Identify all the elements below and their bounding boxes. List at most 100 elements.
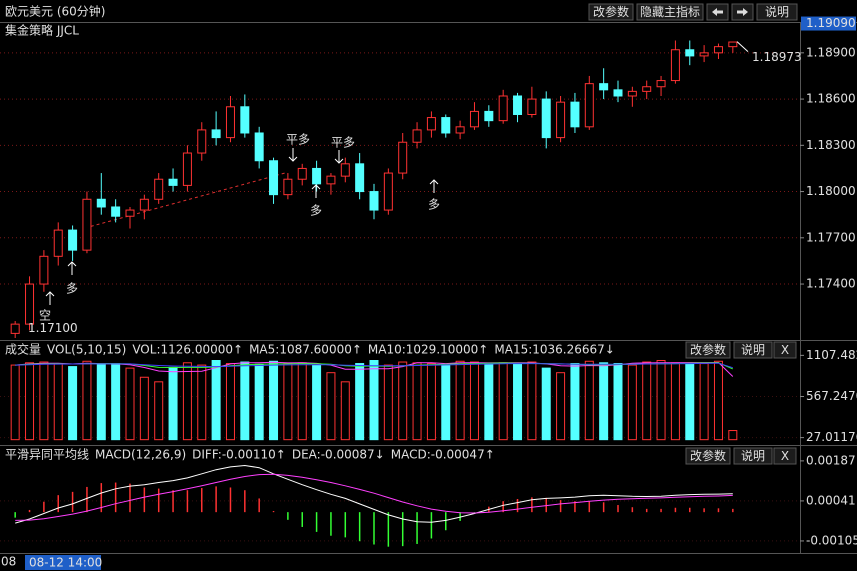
- y-tick-label: 1107.4823: [806, 348, 857, 362]
- y-tick-label: 1.17700: [806, 230, 856, 244]
- button[interactable]: [733, 447, 773, 465]
- signal-arrow: [334, 150, 344, 164]
- candle-body: [254, 132, 264, 162]
- legend-entry: MACD:-0.00047↑: [391, 448, 495, 462]
- volume-bar: [398, 361, 408, 441]
- candle-body: [455, 126, 465, 134]
- legend-entry: MA10:1029.10000↑: [368, 343, 488, 357]
- volume-bar: [484, 363, 494, 441]
- y-tick-label: 0.00187: [806, 453, 856, 467]
- arrow-right-button[interactable]: [731, 3, 754, 21]
- arrow-left-button[interactable]: [706, 3, 729, 21]
- legend-entry: MA5:1087.60000↑: [249, 343, 362, 357]
- volume-bar: [656, 360, 666, 441]
- volume-bar: [39, 361, 49, 441]
- volume-bar: [10, 364, 20, 441]
- button-label[interactable]: 隐藏主指标: [640, 4, 700, 19]
- button-label[interactable]: 说明: [741, 448, 765, 463]
- y-tick-label: 1.18300: [806, 138, 856, 152]
- button-label[interactable]: 改参数: [690, 342, 726, 357]
- volume-bar: [369, 360, 379, 441]
- candle-body: [240, 106, 250, 134]
- signal-label: 平多: [286, 133, 310, 147]
- candle-body: [25, 283, 35, 325]
- button[interactable]: [733, 341, 773, 359]
- candle-body: [369, 191, 379, 211]
- candle-body: [182, 152, 192, 186]
- volume-bar: [556, 372, 566, 441]
- annotation: 1.18973: [752, 50, 802, 64]
- candle-body: [312, 167, 322, 185]
- button-label[interactable]: 改参数: [690, 448, 726, 463]
- candle-body: [168, 178, 178, 186]
- button-label[interactable]: 说明: [741, 342, 765, 357]
- cursor-time-label: 08-12 14:00: [29, 556, 102, 570]
- button-label[interactable]: 改参数: [593, 4, 629, 19]
- candle-body: [713, 46, 723, 54]
- candle-body: [656, 80, 666, 88]
- y-tick-label: 1.17400: [806, 277, 856, 291]
- volume-bar: [383, 364, 393, 441]
- candle-body: [556, 101, 566, 139]
- volume-bar: [225, 363, 235, 441]
- candle-body: [699, 52, 709, 57]
- candle-body: [426, 117, 436, 131]
- panel-subtitle: VOL(5,10,15): [47, 343, 126, 357]
- y-tick-label: 567.24706: [806, 389, 857, 403]
- candle-body: [125, 209, 135, 217]
- volume-bar: [168, 366, 178, 441]
- legend-entry: MA15:1036.26667↓: [494, 343, 614, 357]
- candle-body: [642, 86, 652, 92]
- candle-body: [96, 198, 106, 208]
- candle-body: [412, 129, 422, 143]
- button-label[interactable]: X: [781, 449, 789, 463]
- button[interactable]: [588, 3, 634, 21]
- volume-bar: [599, 362, 609, 441]
- volume-bar: [82, 360, 92, 441]
- volume-bar: [139, 376, 149, 441]
- annotation: 1.17100: [28, 321, 78, 335]
- button[interactable]: [773, 341, 797, 359]
- candle-body: [613, 89, 623, 97]
- candle-body: [269, 160, 279, 196]
- button-label[interactable]: X: [781, 343, 789, 357]
- last-price-box: [801, 16, 856, 31]
- trend-line: [84, 172, 286, 229]
- button[interactable]: [685, 341, 731, 359]
- volume-bar: [613, 363, 623, 441]
- candle-body: [340, 163, 350, 177]
- volume-bar: [685, 363, 695, 441]
- annotation-line: [736, 41, 749, 52]
- volume-bar: [642, 361, 652, 441]
- candle-body: [513, 95, 523, 115]
- button[interactable]: [636, 3, 704, 21]
- volume-bar: [340, 381, 350, 441]
- y-tick-label: 1.18600: [806, 92, 856, 106]
- candle-body: [82, 198, 92, 251]
- volume-bar: [254, 363, 264, 441]
- candle-body: [541, 98, 551, 139]
- candle-body: [211, 129, 221, 139]
- candle-body: [68, 229, 78, 251]
- chart-title: 集金策略 JJCL: [5, 23, 79, 38]
- volume-bar: [355, 363, 365, 441]
- window-title: 欧元美元 (60分钟): [5, 4, 105, 19]
- candle-body: [670, 49, 680, 82]
- macd-line: [15, 464, 733, 524]
- button[interactable]: [756, 3, 798, 21]
- candle-body: [584, 83, 594, 128]
- button[interactable]: [685, 447, 731, 465]
- volume-bar: [584, 360, 594, 441]
- candle-body: [383, 172, 393, 211]
- volume-bar: [96, 363, 106, 441]
- button-label[interactable]: 说明: [765, 4, 789, 19]
- button[interactable]: [773, 447, 797, 465]
- y-tick-label: 1.18900: [806, 45, 856, 59]
- signal-arrow: [429, 179, 439, 193]
- x-label: 08: [1, 555, 16, 569]
- volume-bar: [211, 360, 221, 441]
- volume-bar: [426, 363, 436, 441]
- candle-body: [627, 90, 637, 97]
